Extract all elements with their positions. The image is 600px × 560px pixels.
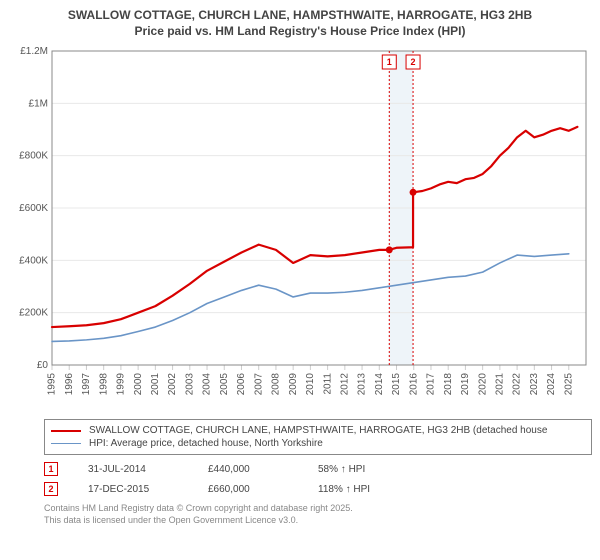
svg-text:£0: £0 bbox=[37, 360, 49, 371]
legend-item: HPI: Average price, detached house, Nort… bbox=[51, 437, 585, 450]
svg-text:1997: 1997 bbox=[81, 373, 92, 396]
svg-text:2006: 2006 bbox=[236, 373, 247, 396]
svg-text:2009: 2009 bbox=[288, 373, 299, 396]
svg-text:1999: 1999 bbox=[116, 373, 127, 396]
svg-text:2002: 2002 bbox=[167, 373, 178, 396]
svg-text:2000: 2000 bbox=[133, 373, 144, 396]
footer-line-2: This data is licensed under the Open Gov… bbox=[44, 515, 592, 527]
marker-price: £440,000 bbox=[208, 464, 288, 475]
svg-text:2024: 2024 bbox=[546, 373, 557, 396]
svg-text:£1M: £1M bbox=[29, 99, 48, 110]
svg-text:2011: 2011 bbox=[322, 373, 333, 395]
svg-text:2003: 2003 bbox=[184, 373, 195, 396]
svg-text:2020: 2020 bbox=[477, 373, 488, 396]
svg-text:2025: 2025 bbox=[563, 373, 574, 396]
title-line-1: SWALLOW COTTAGE, CHURCH LANE, HAMPSTHWAI… bbox=[8, 8, 592, 24]
svg-text:2004: 2004 bbox=[202, 373, 213, 396]
svg-text:2013: 2013 bbox=[357, 373, 368, 396]
svg-text:2016: 2016 bbox=[408, 373, 419, 396]
svg-text:£200K: £200K bbox=[19, 308, 48, 319]
marker-number-box: 1 bbox=[44, 462, 58, 476]
svg-text:£600K: £600K bbox=[19, 203, 48, 214]
marker-delta: 58% ↑ HPI bbox=[318, 464, 365, 475]
svg-text:2008: 2008 bbox=[271, 373, 282, 396]
svg-text:2010: 2010 bbox=[305, 373, 316, 396]
legend-item: SWALLOW COTTAGE, CHURCH LANE, HAMPSTHWAI… bbox=[51, 424, 585, 437]
svg-text:2018: 2018 bbox=[443, 373, 454, 396]
legend-swatch bbox=[51, 430, 81, 432]
marker-row: 2 17-DEC-2015 £660,000 118% ↑ HPI bbox=[44, 479, 592, 499]
legend: SWALLOW COTTAGE, CHURCH LANE, HAMPSTHWAI… bbox=[44, 419, 592, 455]
svg-text:2023: 2023 bbox=[529, 373, 540, 396]
marker-delta: 118% ↑ HPI bbox=[318, 484, 370, 495]
marker-date: 17-DEC-2015 bbox=[88, 484, 178, 495]
legend-label: HPI: Average price, detached house, Nort… bbox=[89, 438, 323, 449]
legend-label: SWALLOW COTTAGE, CHURCH LANE, HAMPSTHWAI… bbox=[89, 425, 547, 436]
line-chart: £0 £200K £400K £600K £800K £1M £1.2M 1995 1996 19… bbox=[8, 43, 592, 413]
svg-text:2005: 2005 bbox=[219, 373, 230, 396]
svg-text:1998: 1998 bbox=[98, 373, 109, 396]
svg-text:2017: 2017 bbox=[426, 373, 437, 396]
svg-text:£800K: £800K bbox=[19, 151, 48, 162]
marker-row: 1 31-JUL-2014 £440,000 58% ↑ HPI bbox=[44, 459, 592, 479]
svg-text:2007: 2007 bbox=[253, 373, 264, 396]
svg-text:2021: 2021 bbox=[495, 373, 506, 396]
svg-text:2015: 2015 bbox=[391, 373, 402, 396]
svg-text:1995: 1995 bbox=[47, 373, 58, 396]
svg-text:2014: 2014 bbox=[374, 373, 385, 396]
marker-table: 1 31-JUL-2014 £440,000 58% ↑ HPI 2 17-DEC-201… bbox=[44, 459, 592, 499]
svg-text:£1.2M: £1.2M bbox=[20, 46, 48, 57]
marker-price: £660,000 bbox=[208, 484, 288, 495]
svg-text:2012: 2012 bbox=[339, 373, 350, 396]
svg-text:2: 2 bbox=[411, 57, 416, 67]
svg-text:£400K: £400K bbox=[19, 256, 48, 267]
title-line-2: Price paid vs. HM Land Registry's House … bbox=[8, 24, 592, 40]
svg-text:1: 1 bbox=[387, 57, 392, 67]
svg-text:2001: 2001 bbox=[150, 373, 161, 396]
marker-number-box: 2 bbox=[44, 482, 58, 496]
chart-title: SWALLOW COTTAGE, CHURCH LANE, HAMPSTHWAI… bbox=[8, 8, 592, 39]
footer-attribution: Contains HM Land Registry data © Crown c… bbox=[44, 503, 592, 526]
footer-line-1: Contains HM Land Registry data © Crown c… bbox=[44, 503, 592, 515]
svg-text:2022: 2022 bbox=[512, 373, 523, 396]
legend-swatch bbox=[51, 443, 81, 444]
chart-container: £0 £200K £400K £600K £800K £1M £1.2M 1995 1996 19… bbox=[8, 43, 592, 413]
marker-date: 31-JUL-2014 bbox=[88, 464, 178, 475]
svg-text:1996: 1996 bbox=[64, 373, 75, 396]
svg-text:2019: 2019 bbox=[460, 373, 471, 396]
